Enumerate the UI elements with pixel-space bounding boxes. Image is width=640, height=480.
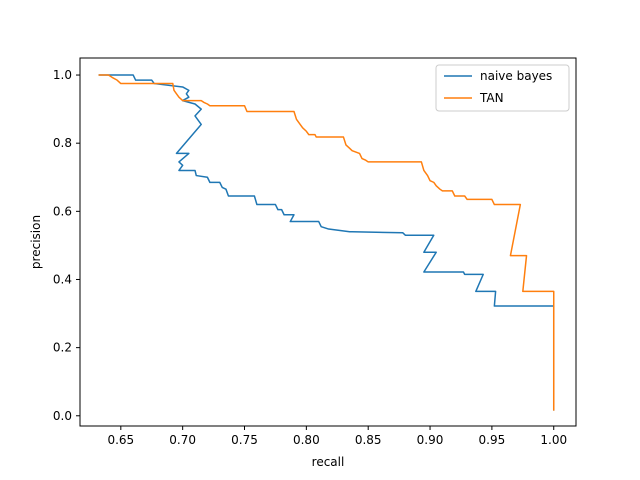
y-axis-label: precision <box>29 215 43 269</box>
y-tick-label: 1.0 <box>53 68 72 82</box>
y-tick-label: 0.0 <box>53 409 72 423</box>
x-axis: 0.65 0.70 0.75 0.80 0.85 0.90 0.95 1.00 <box>107 426 567 447</box>
x-tick-label: 1.00 <box>540 433 567 447</box>
y-tick-label: 0.8 <box>53 136 72 150</box>
plot-frame <box>79 57 577 427</box>
x-tick-label: 0.95 <box>479 433 506 447</box>
y-tick-label: 0.2 <box>53 341 72 355</box>
legend-label: TAN <box>479 91 504 105</box>
x-tick-label: 0.75 <box>231 433 258 447</box>
y-axis: 0.0 0.2 0.4 0.6 0.8 1.0 <box>53 68 80 423</box>
x-tick-label: 0.65 <box>107 433 134 447</box>
x-tick-label: 0.85 <box>355 433 382 447</box>
y-tick-label: 0.4 <box>53 272 72 286</box>
series-layer <box>98 74 555 411</box>
x-axis-label: recall <box>312 455 345 469</box>
x-tick-label: 0.80 <box>293 433 320 447</box>
x-tick-label: 0.70 <box>169 433 196 447</box>
series-line-TAN <box>98 74 555 411</box>
legend-label: naive bayes <box>480 69 552 83</box>
y-tick-label: 0.6 <box>53 204 72 218</box>
legend: naive bayes TAN <box>435 64 570 112</box>
x-tick-label: 0.90 <box>417 433 444 447</box>
